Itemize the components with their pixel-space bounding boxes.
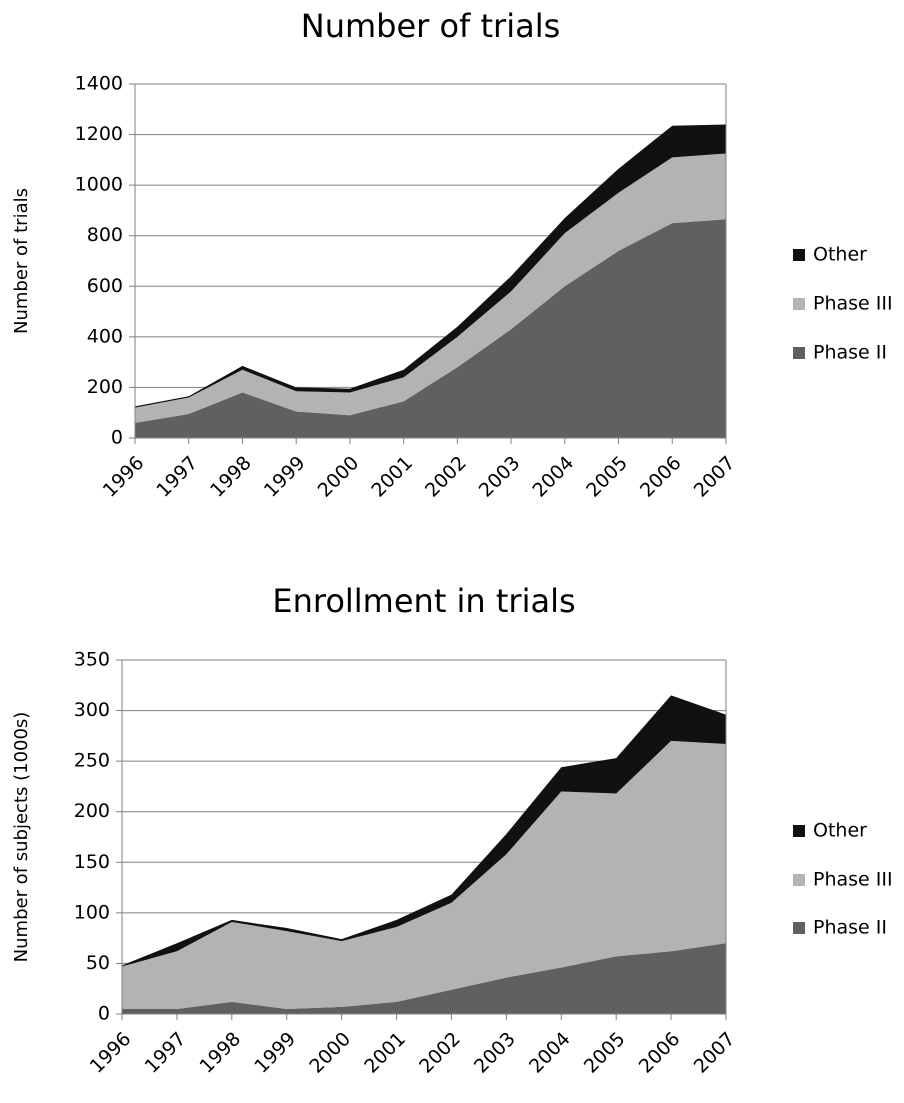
x-tick-label: 2001 [367, 452, 417, 502]
legend-swatch [793, 347, 805, 359]
legend-swatch [793, 298, 805, 310]
y-tick-label: 600 [87, 275, 123, 297]
x-tick-label: 2005 [580, 1028, 630, 1078]
y-tick-label: 1400 [75, 73, 123, 95]
y-tick-label: 1200 [75, 123, 123, 145]
area [135, 219, 726, 438]
x-tick-label: 1996 [99, 452, 149, 502]
y-tick-label: 800 [87, 224, 123, 246]
y-tick-label: 150 [74, 851, 110, 873]
x-tick-label: 2003 [475, 452, 525, 502]
legend-swatch [793, 874, 805, 886]
x-tick-label: 1999 [250, 1028, 300, 1078]
area [135, 124, 726, 408]
x-tick-label: 1998 [206, 452, 256, 502]
x-tick-label: 2002 [421, 452, 471, 502]
y-tick-label: 250 [74, 750, 110, 772]
x-tick-label: 2007 [690, 452, 740, 502]
y-tick-label: 400 [87, 325, 123, 347]
y-tick-label: 100 [74, 901, 110, 923]
legend-label: Other [813, 820, 867, 842]
y-tick-label: 200 [74, 800, 110, 822]
x-tick-label: 1997 [141, 1028, 191, 1078]
y-tick-label: 0 [98, 1003, 110, 1025]
legend-label: Other [813, 244, 867, 266]
x-tick-label: 2001 [360, 1028, 410, 1078]
legend-swatch [793, 825, 805, 837]
legend-label: Phase III [813, 293, 893, 315]
y-tick-label: 0 [111, 427, 123, 449]
x-tick-label: 2000 [314, 452, 364, 502]
y-tick-label: 1000 [75, 174, 123, 196]
area [135, 153, 726, 423]
x-tick-label: 1997 [152, 452, 202, 502]
x-tick-label: 2005 [582, 452, 632, 502]
legend-swatch [793, 249, 805, 261]
x-tick-label: 1999 [260, 452, 310, 502]
chart-title: Number of trials [301, 7, 561, 45]
y-tick-label: 50 [86, 952, 110, 974]
legend-swatch [793, 922, 805, 934]
legend-label: Phase II [813, 917, 887, 939]
legend-label: Phase II [813, 342, 887, 364]
x-tick-label: 2003 [470, 1028, 520, 1078]
x-tick-label: 2006 [635, 1028, 685, 1078]
legend-label: Phase III [813, 869, 893, 891]
x-tick-label: 2004 [525, 1028, 575, 1078]
y-axis-label: Number of trials [11, 188, 32, 334]
x-tick-label: 2002 [415, 1028, 465, 1078]
area [122, 943, 726, 1014]
chart-title: Enrollment in trials [272, 582, 575, 620]
x-tick-label: 2000 [305, 1028, 355, 1078]
y-tick-label: 350 [74, 649, 110, 671]
x-tick-label: 1996 [86, 1028, 136, 1078]
y-tick-label: 300 [74, 699, 110, 721]
area [122, 695, 726, 967]
x-tick-label: 2007 [690, 1028, 740, 1078]
y-axis-label: Number of subjects (1000s) [11, 712, 32, 963]
area [122, 740, 726, 1009]
x-tick-label: 1998 [195, 1028, 245, 1078]
x-tick-label: 2006 [636, 452, 686, 502]
y-tick-label: 200 [87, 376, 123, 398]
x-tick-label: 2004 [528, 452, 578, 502]
